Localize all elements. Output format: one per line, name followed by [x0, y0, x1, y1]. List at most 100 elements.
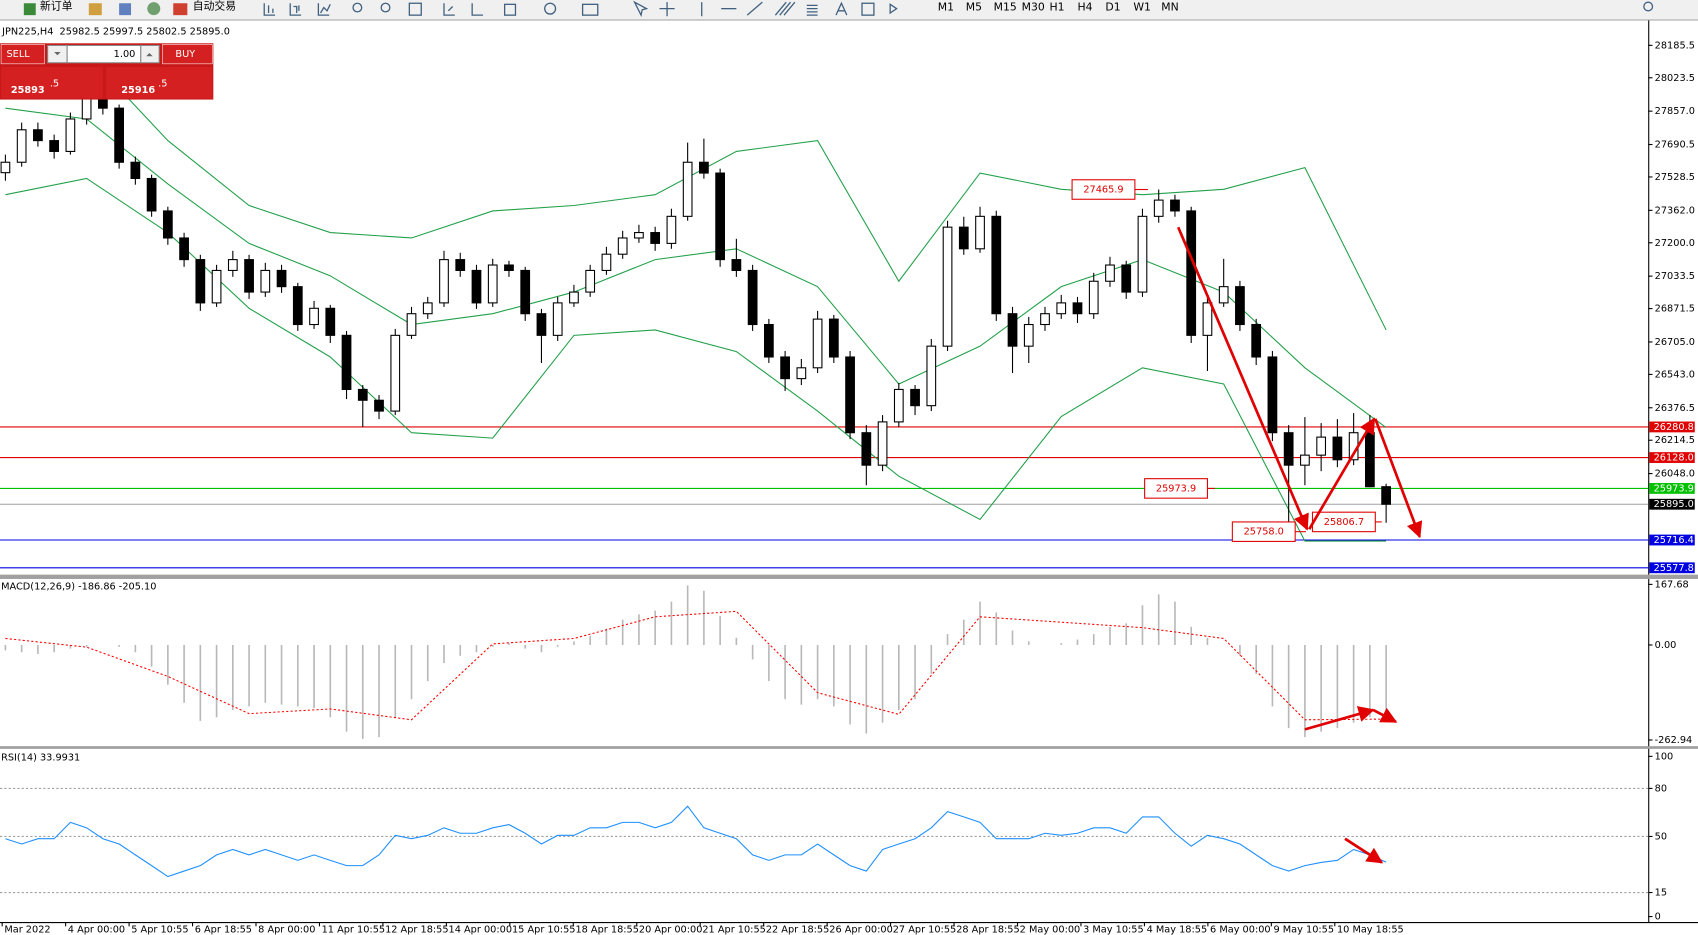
timeframe-button[interactable]: D1: [1105, 1, 1120, 14]
candle-body: [1267, 356, 1278, 434]
bar-chart-icon[interactable]: [263, 3, 276, 16]
candle-body: [569, 291, 579, 304]
arrow: [1304, 706, 1375, 731]
candle-body: [504, 264, 514, 271]
zoom-out-icon[interactable]: [380, 2, 391, 13]
x-tick-label: 12 Apr 18:55: [385, 925, 448, 935]
y-tick-label: 27857.0: [1655, 106, 1695, 117]
ask-box[interactable]: [106, 67, 213, 99]
price-level-tag: [1649, 534, 1695, 546]
rsi-line: [5, 805, 1387, 878]
timeframe-button[interactable]: M15: [994, 1, 1017, 14]
templates-icon[interactable]: [581, 3, 599, 16]
tile-icon[interactable]: [408, 2, 422, 16]
annotation-label: 25806.7: [1324, 517, 1364, 528]
x-tick-label: 20 Apr 00:00: [639, 925, 702, 935]
bid-box[interactable]: [1, 67, 103, 99]
x-tick-label: 15 Apr 10:55: [512, 925, 575, 935]
lot-value[interactable]: 1.00: [114, 49, 136, 60]
candle-body: [1007, 313, 1018, 347]
label-icon[interactable]: [861, 2, 875, 16]
ask-fraction[interactable]: .5: [158, 78, 167, 89]
candle-body: [666, 215, 677, 244]
x-tick-label: 27 Apr 10:55: [893, 925, 956, 935]
y-tick-label: 27033.5: [1655, 271, 1695, 282]
candle-body: [520, 269, 531, 315]
timeframe-button[interactable]: MN: [1161, 1, 1178, 14]
icon[interactable]: [147, 2, 161, 16]
timeframe-button[interactable]: M1: [938, 1, 954, 14]
candle-body: [114, 107, 124, 163]
candle-body: [861, 432, 872, 466]
auto-trading-icon[interactable]: [173, 3, 188, 16]
arrow: [1372, 707, 1398, 724]
annotation-box: [1144, 478, 1208, 499]
bid-main[interactable]: 25893: [11, 85, 45, 96]
candle-body: [390, 334, 401, 412]
candle-body: [162, 210, 173, 239]
buy-label[interactable]: BUY: [175, 49, 195, 60]
icon[interactable]: [88, 3, 102, 16]
buy-button[interactable]: [162, 44, 213, 65]
arrow: [1374, 418, 1423, 539]
timeframe-button[interactable]: M30: [1022, 1, 1045, 14]
ask-main[interactable]: 25916: [121, 85, 155, 96]
x-tick-label: 18 Apr 18:55: [575, 925, 638, 935]
candle-body: [747, 269, 758, 326]
y-tick-label: 26705.0: [1655, 337, 1695, 348]
crosshair-icon[interactable]: [659, 2, 675, 17]
timeframe-button[interactable]: W1: [1133, 1, 1151, 14]
new-order-icon[interactable]: [23, 3, 36, 16]
indicators-icon[interactable]: [503, 3, 517, 16]
candle-body: [1170, 199, 1180, 212]
candle-body: [1202, 302, 1213, 336]
search-icon[interactable]: [1643, 1, 1654, 12]
x-tick-label: 2 May 00:00: [1020, 925, 1081, 935]
cursor-icon[interactable]: [633, 0, 649, 18]
price-level-tag: [1649, 483, 1695, 494]
indicator-title: RSI(14) 33.9931: [1, 753, 80, 764]
sell-label[interactable]: SELL: [6, 49, 30, 60]
macd-signal: [5, 610, 1387, 721]
candle-body: [682, 161, 693, 217]
y-tick-label: 27362.0: [1655, 205, 1695, 216]
candle-body: [991, 215, 1002, 315]
shift-icon[interactable]: [471, 3, 483, 16]
candle-body: [699, 161, 709, 174]
price-level-label: 25895.0: [1654, 499, 1694, 510]
bid-fraction[interactable]: .5: [50, 78, 59, 89]
timeframe-button[interactable]: M5: [966, 1, 982, 14]
channel-icon[interactable]: [774, 1, 796, 16]
timeframe-button[interactable]: H1: [1050, 1, 1065, 14]
arrows-icon[interactable]: [889, 3, 898, 15]
candle-body: [942, 226, 953, 347]
price-level-tag: [1649, 562, 1695, 574]
candle-body: [1056, 302, 1067, 315]
zoom-in-icon[interactable]: [352, 2, 363, 13]
sell-button[interactable]: [0, 44, 45, 65]
candle-body: [1283, 432, 1294, 466]
trendline-icon[interactable]: [746, 1, 763, 16]
candle-body: [406, 313, 417, 336]
periods-icon[interactable]: [544, 2, 557, 15]
auto-trading-button[interactable]: 自动交易: [193, 0, 236, 12]
one-click-trading: SELL 1.00 BUY 25893 .5 25916 .5: [0, 43, 214, 100]
price-level-label: 26280.8: [1654, 422, 1694, 433]
x-tick-label: 8 Apr 00:00: [258, 925, 315, 935]
text-icon[interactable]: [835, 1, 848, 16]
line-icon[interactable]: [317, 3, 331, 16]
fibo-icon[interactable]: [806, 4, 818, 16]
annotation-label: 25973.9: [1156, 483, 1196, 494]
icon[interactable]: [119, 3, 132, 16]
scroll-icon[interactable]: [443, 3, 455, 16]
timeframe-button[interactable]: H4: [1077, 1, 1092, 14]
bollinger-lower: [5, 177, 1387, 542]
candle-icon[interactable]: [289, 3, 302, 16]
annotation-label: 25758.0: [1244, 527, 1284, 538]
candle-body: [439, 259, 449, 304]
new-order-button[interactable]: 新订单: [40, 0, 73, 12]
x-tick-label: 4 Apr 00:00: [68, 925, 125, 935]
x-tick-label: 21 Apr 10:55: [702, 925, 765, 935]
y-tick-label: 15: [1655, 888, 1667, 899]
